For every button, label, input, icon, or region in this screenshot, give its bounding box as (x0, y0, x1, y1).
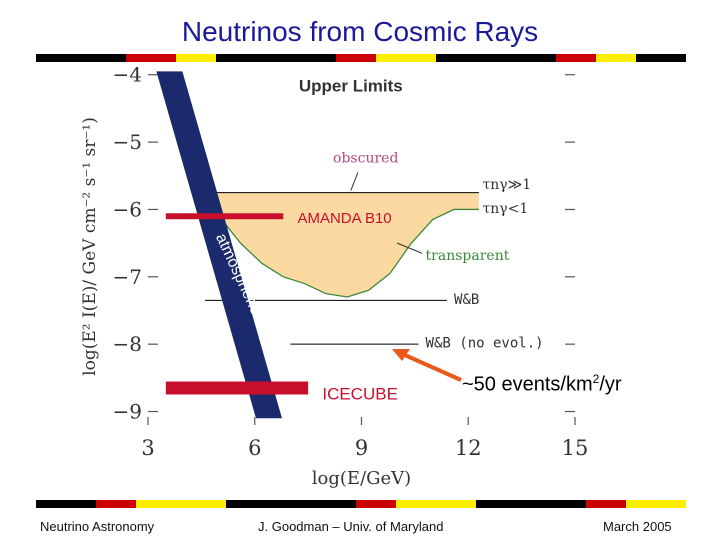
decorative-band-bottom (36, 497, 686, 511)
x-tick-label: 6 (248, 436, 261, 460)
y-tick-label: −7 (113, 265, 142, 289)
wb-no-evol-label: W&B (no evol.) (426, 336, 544, 352)
x-tick-label: 9 (355, 436, 368, 460)
obscured-arrow (350, 172, 359, 191)
footer-left: Neutrino Astronomy (40, 519, 155, 534)
event-rate-callout: ~50 events/km2/yr (462, 372, 622, 397)
y-tick-label: −6 (113, 197, 142, 221)
x-tick-label: 3 (141, 436, 154, 460)
footer-center: J. Goodman – Univ. of Maryland (258, 519, 444, 534)
icecube-label: ICECUBE (322, 384, 398, 403)
x-tick-label: 15 (562, 436, 589, 460)
slide-title: Neutrinos from Cosmic Rays (181, 16, 539, 47)
transparent-label: transparent (426, 248, 510, 264)
x-axis-label: log(E/GeV) (312, 468, 411, 489)
tau-lt-label: τnγ<1 (482, 201, 528, 217)
callout-prefix: ~50 events/km (462, 373, 593, 396)
wb-label: W&B (454, 292, 479, 308)
y-axis-label: log(E² I(E)/ GeV cm⁻² s⁻¹ sr⁻¹) (80, 117, 100, 376)
tau-gt-label: τnγ≫1 (482, 177, 531, 193)
y-tick-label: −4 (113, 63, 142, 87)
y-tick-label: −9 (113, 400, 142, 424)
obscured-label: obscured (333, 150, 398, 166)
transparent-arrow (396, 242, 423, 254)
decorative-band-top (36, 52, 686, 66)
callout-suffix: /yr (599, 373, 622, 396)
chart-title: Upper Limits (299, 77, 403, 96)
y-tick-label: −8 (113, 332, 142, 356)
series-line-transparent (197, 192, 479, 298)
callout-arrow-head (392, 349, 410, 361)
series-band-atmospheric (156, 71, 282, 419)
callout-superscript: 2 (592, 372, 600, 386)
amanda-label: AMANDA B10 (297, 210, 391, 227)
x-tick-label: 12 (455, 436, 482, 460)
footer-right: March 2005 (603, 519, 672, 534)
callout-arrow-line (397, 350, 462, 382)
y-tick-label: −5 (113, 130, 142, 154)
